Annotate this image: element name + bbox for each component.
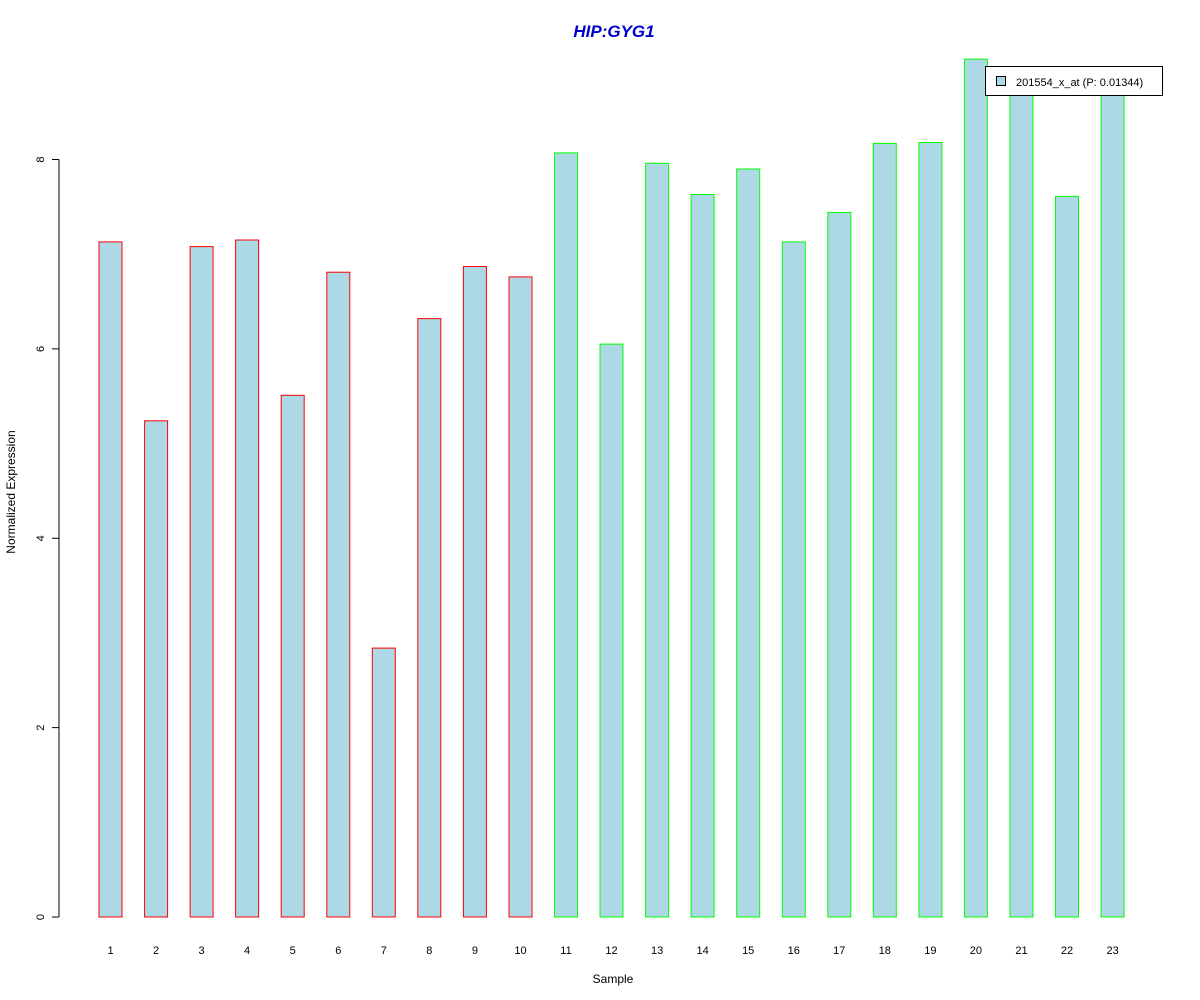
x-tick-label: 15	[742, 945, 754, 957]
bar-sample-4	[235, 239, 260, 918]
x-tick-label: 3	[199, 945, 205, 957]
y-tick-label: 4	[35, 535, 47, 541]
x-tick-label: 20	[970, 945, 982, 957]
bar-sample-20	[963, 58, 988, 918]
x-tick-labels: 1 2 3 4 5 6 7 8 9 10 11 12 13 14 15 16 17 18 19 20 21 22 23	[107, 945, 1118, 957]
legend-box	[985, 66, 1163, 96]
x-tick-label: 7	[381, 945, 387, 957]
y-tick-label: 6	[35, 346, 47, 352]
x-tick-label: 16	[788, 945, 800, 957]
bar-sample-1	[98, 241, 123, 918]
y-tick-label: 0	[35, 914, 47, 920]
bar-sample-11	[554, 152, 578, 918]
x-tick-label: 2	[153, 945, 159, 957]
y-axis: 0 2 4 6 8	[35, 156, 60, 920]
x-tick-label: 9	[472, 945, 478, 957]
bar-sample-12	[599, 343, 624, 918]
bar-sample-5	[280, 394, 305, 918]
x-tick-label: 12	[605, 945, 617, 957]
x-tick-label: 6	[335, 945, 341, 957]
bar-sample-17	[827, 212, 852, 918]
bar-sample-19	[918, 142, 943, 918]
x-tick-label: 10	[514, 945, 526, 957]
y-axis-label: Normalized Expression	[4, 430, 18, 553]
x-tick-label: 22	[1061, 945, 1073, 957]
bar-sample-15	[736, 168, 761, 918]
x-tick-label: 23	[1106, 945, 1118, 957]
bar-sample-14	[690, 194, 715, 918]
x-tick-label: 21	[1015, 945, 1027, 957]
x-tick-label: 19	[924, 945, 936, 957]
legend: 201554_x_at (P: 0.01344)	[985, 66, 1163, 96]
x-tick-label: 11	[560, 945, 571, 957]
x-tick-label: 18	[879, 945, 891, 957]
bar-sample-3	[189, 246, 214, 918]
x-tick-label: 13	[651, 945, 663, 957]
legend-label: 201554_x_at (P: 0.01344)	[1016, 77, 1143, 89]
bar-sample-10	[508, 276, 533, 918]
bar-sample-9	[462, 266, 487, 918]
y-tick-label: 2	[35, 725, 47, 731]
bar-sample-22	[1055, 195, 1079, 918]
x-tick-label: 14	[696, 945, 708, 957]
x-tick-label: 5	[290, 945, 296, 957]
bars-group	[98, 58, 1125, 918]
bar-sample-16	[781, 241, 806, 918]
bar-sample-23	[1100, 83, 1125, 918]
x-tick-label: 1	[107, 945, 113, 957]
y-tick-label: 8	[35, 156, 47, 162]
x-tick-label: 4	[244, 945, 250, 957]
bar-sample-13	[645, 162, 670, 918]
x-tick-label: 8	[426, 945, 432, 957]
chart-title: HIP:GYG1	[573, 22, 654, 41]
bar-sample-18	[872, 142, 897, 918]
bar-sample-21	[1009, 78, 1034, 918]
bar-sample-8	[417, 318, 442, 918]
bar-sample-6	[326, 271, 351, 918]
x-axis-label: Sample	[593, 972, 634, 986]
legend-swatch	[996, 76, 1006, 86]
bar-sample-2	[144, 420, 169, 918]
x-tick-label: 17	[833, 945, 845, 957]
bar-sample-7	[371, 647, 396, 918]
